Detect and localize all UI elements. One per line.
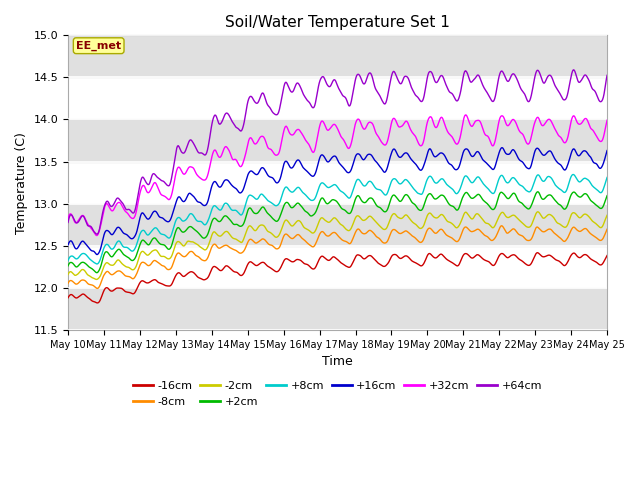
Y-axis label: Temperature (C): Temperature (C) — [15, 132, 28, 234]
Text: EE_met: EE_met — [76, 41, 121, 51]
Bar — [68, 204, 607, 246]
Bar — [68, 288, 607, 330]
Bar — [68, 120, 607, 162]
X-axis label: Time: Time — [322, 355, 353, 368]
Legend: -16cm, -8cm, -2cm, +2cm, +8cm, +16cm, +32cm, +64cm: -16cm, -8cm, -2cm, +2cm, +8cm, +16cm, +3… — [129, 377, 547, 411]
Title: Soil/Water Temperature Set 1: Soil/Water Temperature Set 1 — [225, 15, 450, 30]
Bar — [68, 36, 607, 77]
